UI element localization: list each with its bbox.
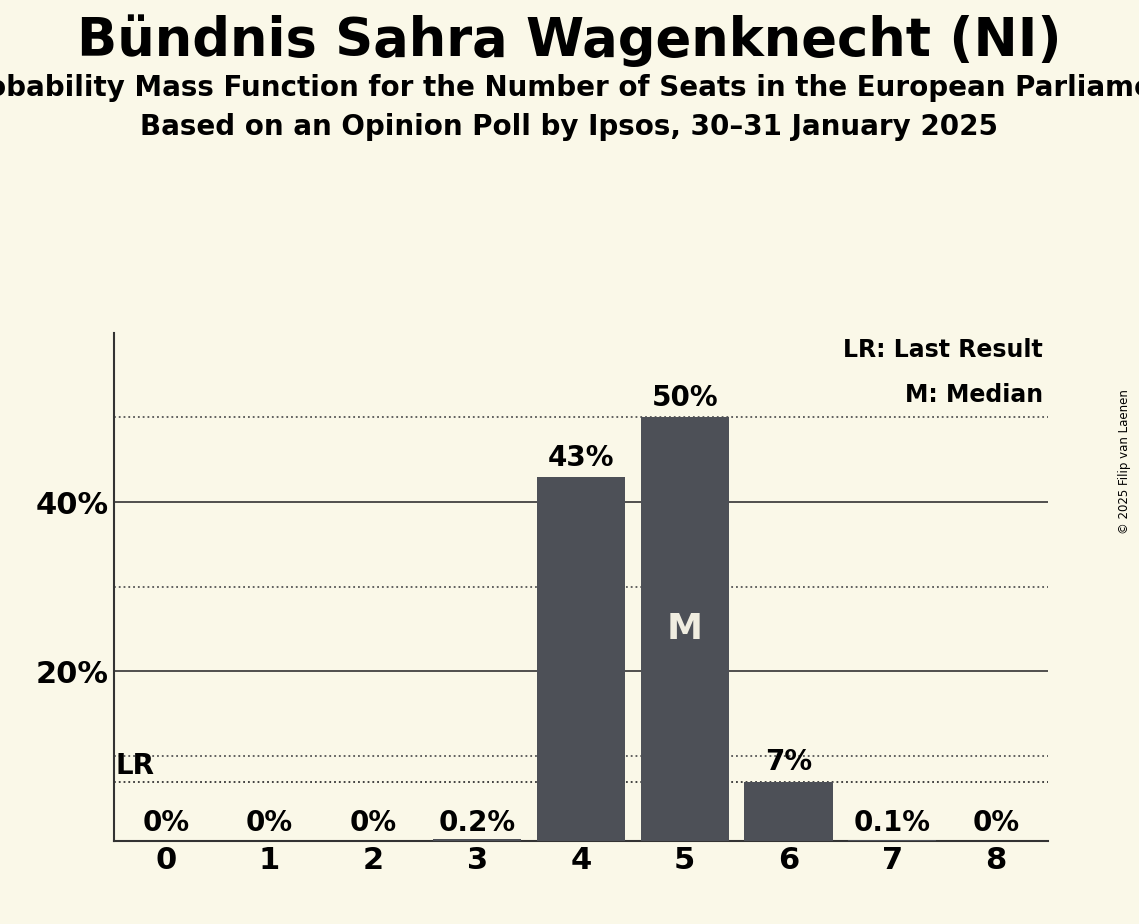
Text: 0.2%: 0.2% (439, 809, 516, 837)
Text: 0%: 0% (142, 809, 189, 837)
Bar (433, 839, 522, 841)
Bar (640, 418, 729, 841)
Text: Bündnis Sahra Wagenknecht (NI): Bündnis Sahra Wagenknecht (NI) (77, 14, 1062, 67)
Text: 0%: 0% (973, 809, 1019, 837)
Text: 7%: 7% (765, 748, 812, 776)
Text: 50%: 50% (652, 384, 718, 412)
Bar (536, 477, 625, 841)
Text: Probability Mass Function for the Number of Seats in the European Parliament: Probability Mass Function for the Number… (0, 74, 1139, 102)
Text: LR: Last Result: LR: Last Result (844, 337, 1043, 361)
Text: © 2025 Filip van Laenen: © 2025 Filip van Laenen (1118, 390, 1131, 534)
Bar (744, 782, 833, 841)
Text: 0.1%: 0.1% (854, 809, 931, 837)
Text: M: M (666, 612, 703, 646)
Text: 0%: 0% (246, 809, 293, 837)
Text: M: Median: M: Median (906, 383, 1043, 407)
Text: 0%: 0% (350, 809, 396, 837)
Text: LR: LR (116, 752, 155, 780)
Text: Based on an Opinion Poll by Ipsos, 30–31 January 2025: Based on an Opinion Poll by Ipsos, 30–31… (140, 113, 999, 140)
Text: 43%: 43% (548, 444, 614, 471)
